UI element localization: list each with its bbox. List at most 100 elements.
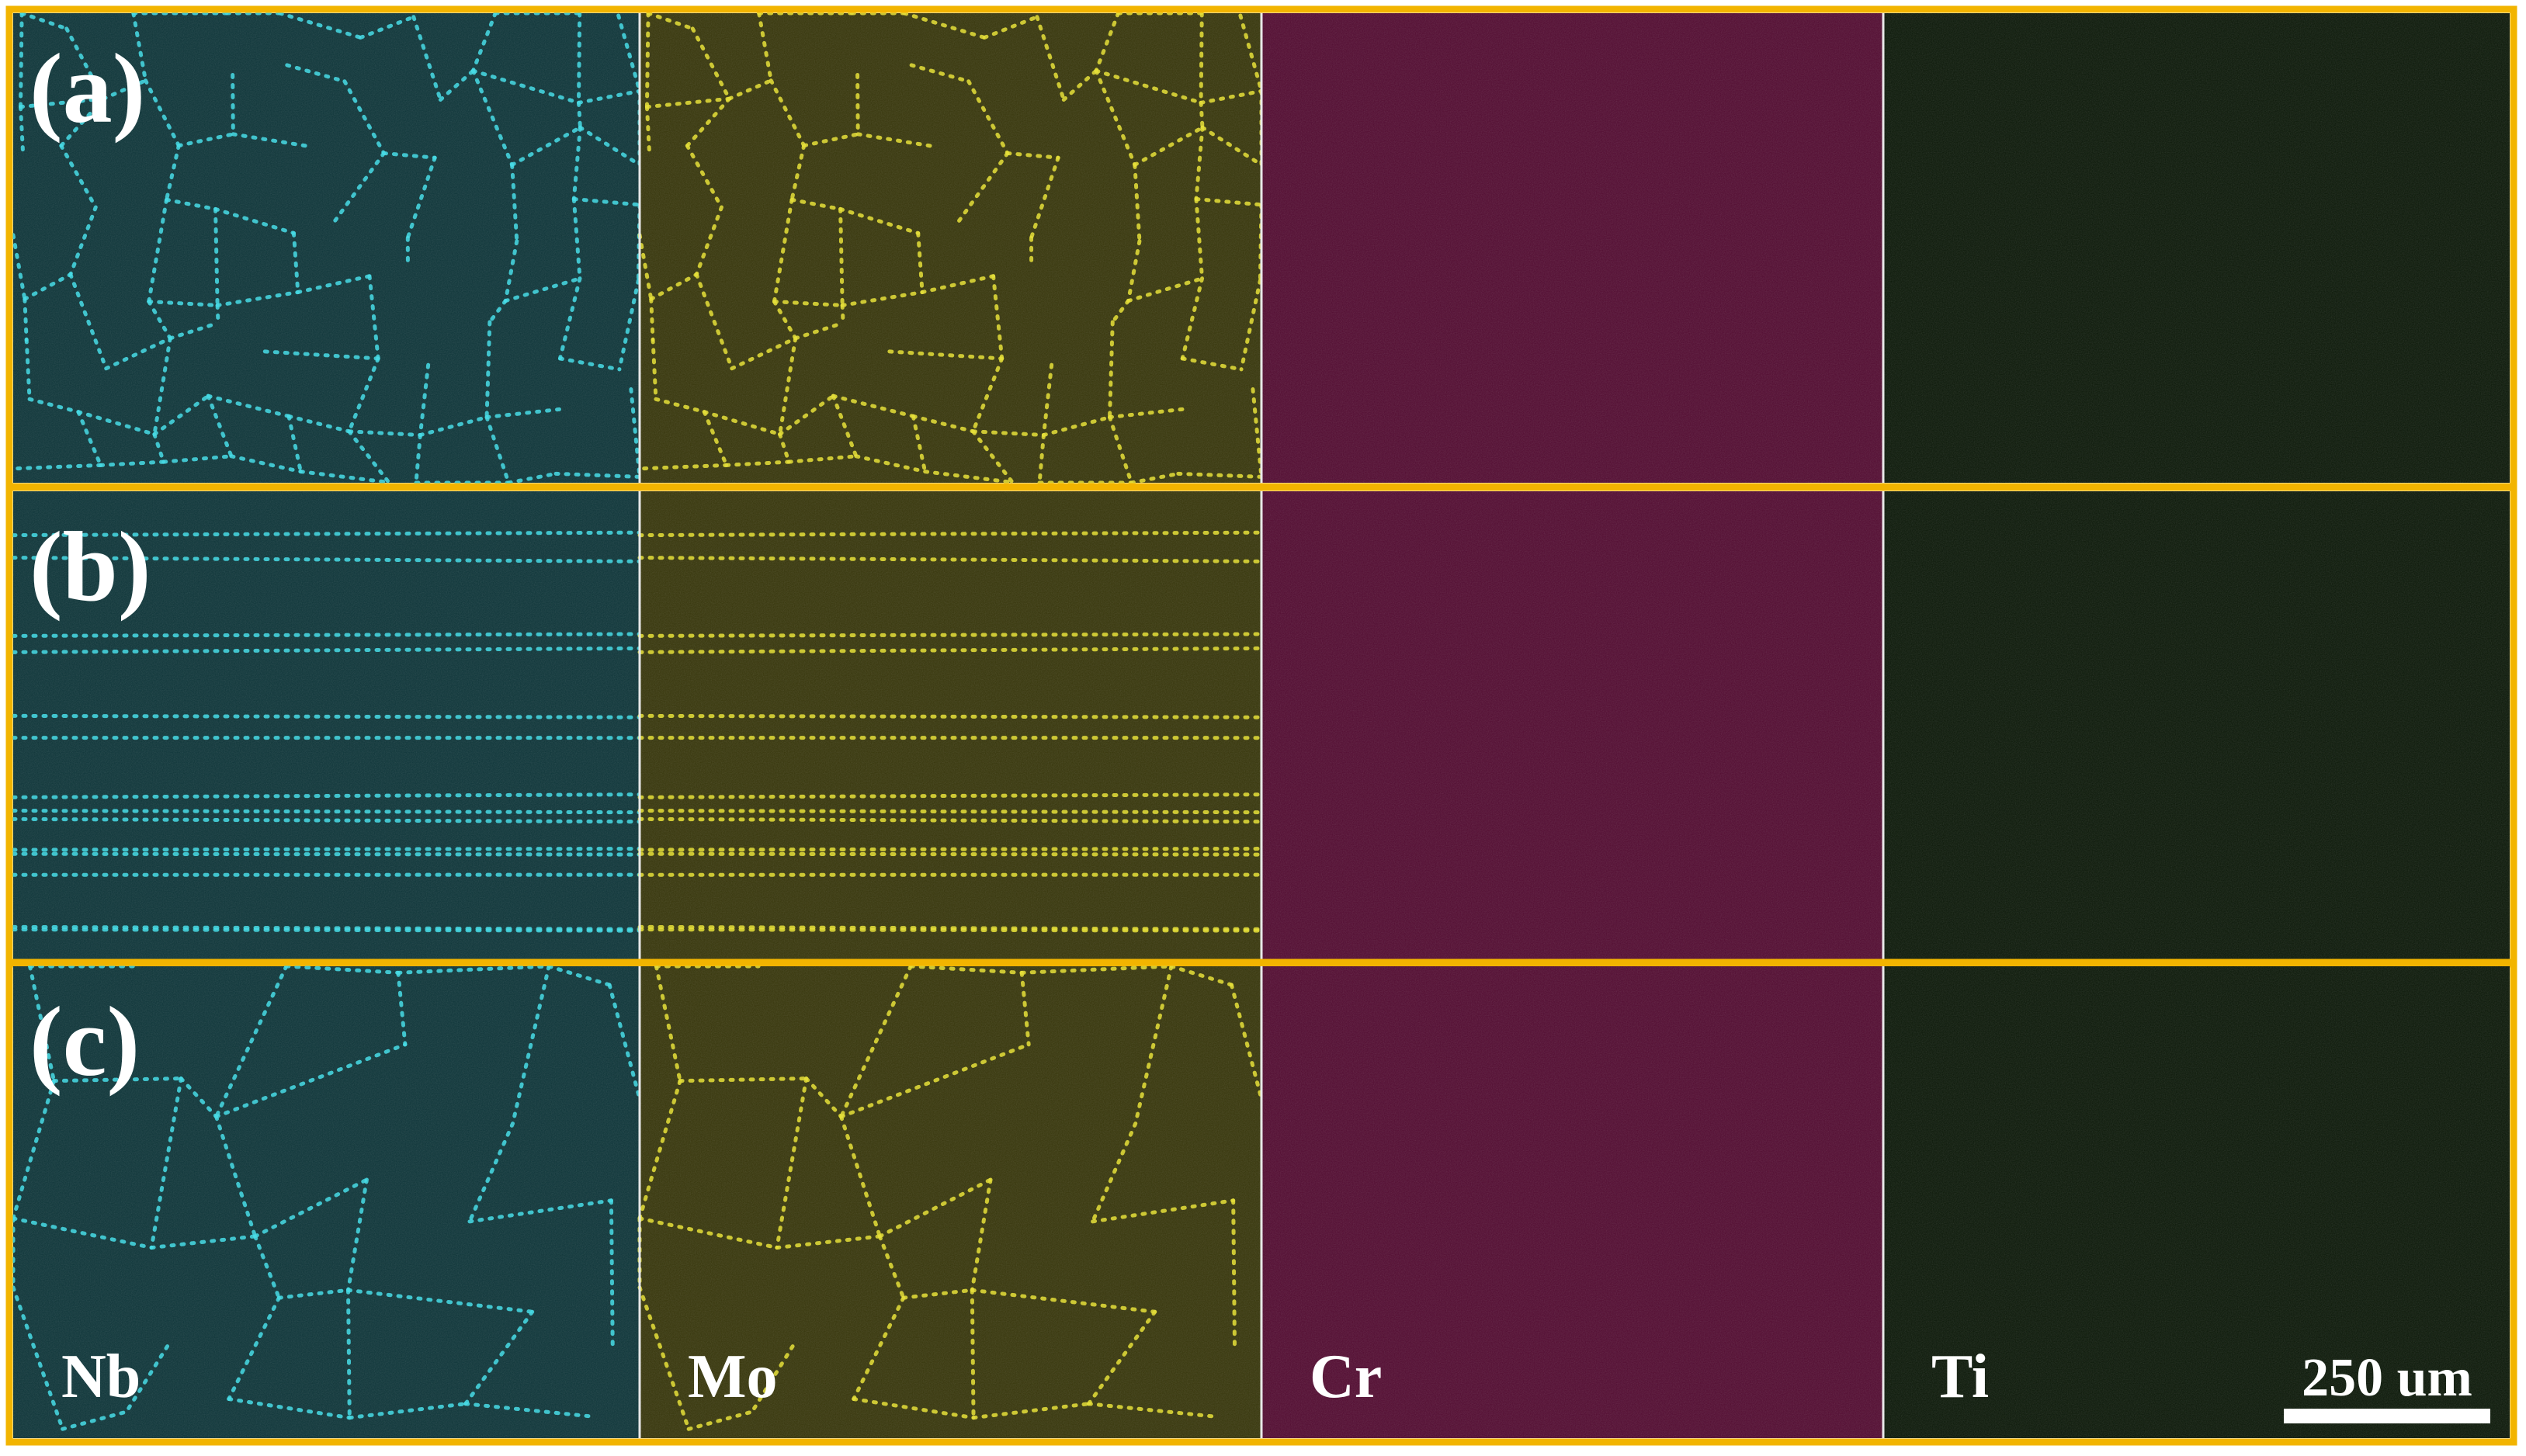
boundary [214,964,289,1119]
boundary [51,1076,183,1083]
boundary [277,11,363,40]
boundary [11,233,27,301]
boundary [213,206,296,235]
boundary [839,964,913,1119]
boundary [1094,68,1203,105]
boundary [971,429,1046,438]
boundary [831,393,859,459]
boundary [149,1234,258,1250]
boundary [214,1042,408,1119]
boundary [1180,276,1205,361]
boundary [637,809,1264,815]
boundary [1129,471,1181,485]
boundary [488,299,508,324]
boundary [11,530,642,538]
boundary [616,13,642,93]
boundary [1035,15,1066,102]
boundary [637,851,1264,857]
boundary [296,274,372,295]
boundary [1019,964,1174,975]
boundary [76,410,103,467]
boundary [629,387,642,479]
boundary [346,1288,535,1314]
boundary [11,646,642,654]
boundary [644,105,652,159]
boundary [68,272,109,371]
boundary [463,1402,594,1419]
boundary [347,429,422,438]
boundary [793,321,845,341]
boundary [511,964,551,1126]
boundary [577,100,582,130]
boundary [877,1234,906,1300]
boundary [470,68,515,167]
boundary [911,414,928,474]
boundary [367,274,380,361]
boundary [179,1076,219,1119]
boundary [27,397,81,414]
boundary [685,144,723,210]
boundary [1107,415,1133,485]
boundary [577,11,582,105]
boundary [970,1288,976,1420]
boundary [1086,1402,1216,1419]
map-noise [1883,966,2510,1438]
boundary [64,26,106,101]
boundary [686,1409,755,1431]
boundary [149,1076,183,1250]
boundary [347,356,380,434]
scale-bar [2284,1409,2490,1423]
boundary [1194,196,1205,281]
boundary [1229,983,1264,1101]
boundary [463,1309,535,1406]
boundary [637,1079,682,1221]
boundary [637,646,1264,654]
boundary [28,964,56,1083]
boundary [855,132,935,148]
boundary [727,78,773,101]
boundary [854,454,928,474]
boundary [1199,11,1204,105]
boundary [346,1177,369,1292]
boundary [778,393,835,437]
boundary [467,1121,515,1224]
panel-row: (a) [5,5,2517,491]
boundary [503,239,519,303]
boundary [214,1115,258,1239]
boundary [396,970,408,1047]
boundary [970,1288,1157,1314]
boundary [1126,276,1205,303]
boundary [131,11,148,83]
boundary [1199,88,1264,105]
boundary [1169,964,1234,987]
boundary [730,336,798,371]
boundary [11,1216,154,1250]
boundary [637,233,654,301]
element-label: Cr [1310,1343,1382,1411]
boundary [769,78,807,148]
map-noise [640,966,1261,1438]
boundary [253,1177,369,1239]
boundary [1094,68,1137,167]
boundary [971,356,1005,434]
boundary [61,1409,129,1431]
boundary [651,338,658,401]
boundary [215,290,300,307]
boundary [506,471,558,485]
boundary [510,162,519,244]
boundary [1005,151,1060,160]
boundary [1029,155,1060,240]
map-noise [1883,491,2510,960]
boundary [571,196,582,281]
boundary [1107,407,1187,420]
map-noise [640,491,1261,960]
boundary [227,1397,352,1420]
map-noise [1261,491,1883,960]
boundary [1091,1121,1138,1224]
boundary [637,847,1264,852]
map-noise [13,13,640,483]
boundary [637,1216,779,1250]
boundary [19,11,69,31]
boundary [484,320,492,420]
boundary [99,459,166,467]
